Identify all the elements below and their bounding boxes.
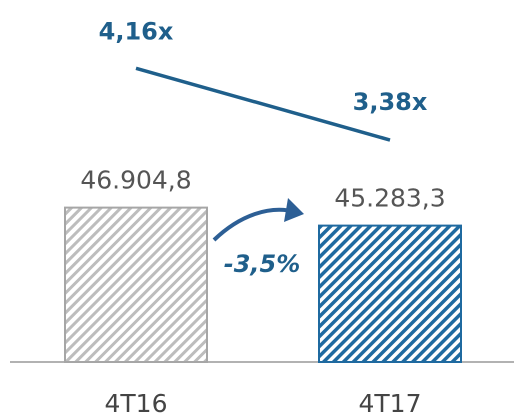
arrow-head (284, 198, 304, 222)
value-label: 45.283,3 (334, 184, 445, 213)
x-tick-label: 4T16 (105, 389, 168, 418)
arrow (212, 207, 297, 242)
annotation: -3,5% (224, 250, 301, 278)
bar (318, 224, 462, 363)
ratio-label: 3,38x (353, 88, 428, 116)
x-tick-label: 4T17 (359, 389, 422, 418)
bar (64, 206, 208, 363)
ratio-label: 4,16x (99, 17, 174, 45)
value-label: 46.904,8 (80, 166, 191, 195)
ratio-line (135, 66, 391, 142)
